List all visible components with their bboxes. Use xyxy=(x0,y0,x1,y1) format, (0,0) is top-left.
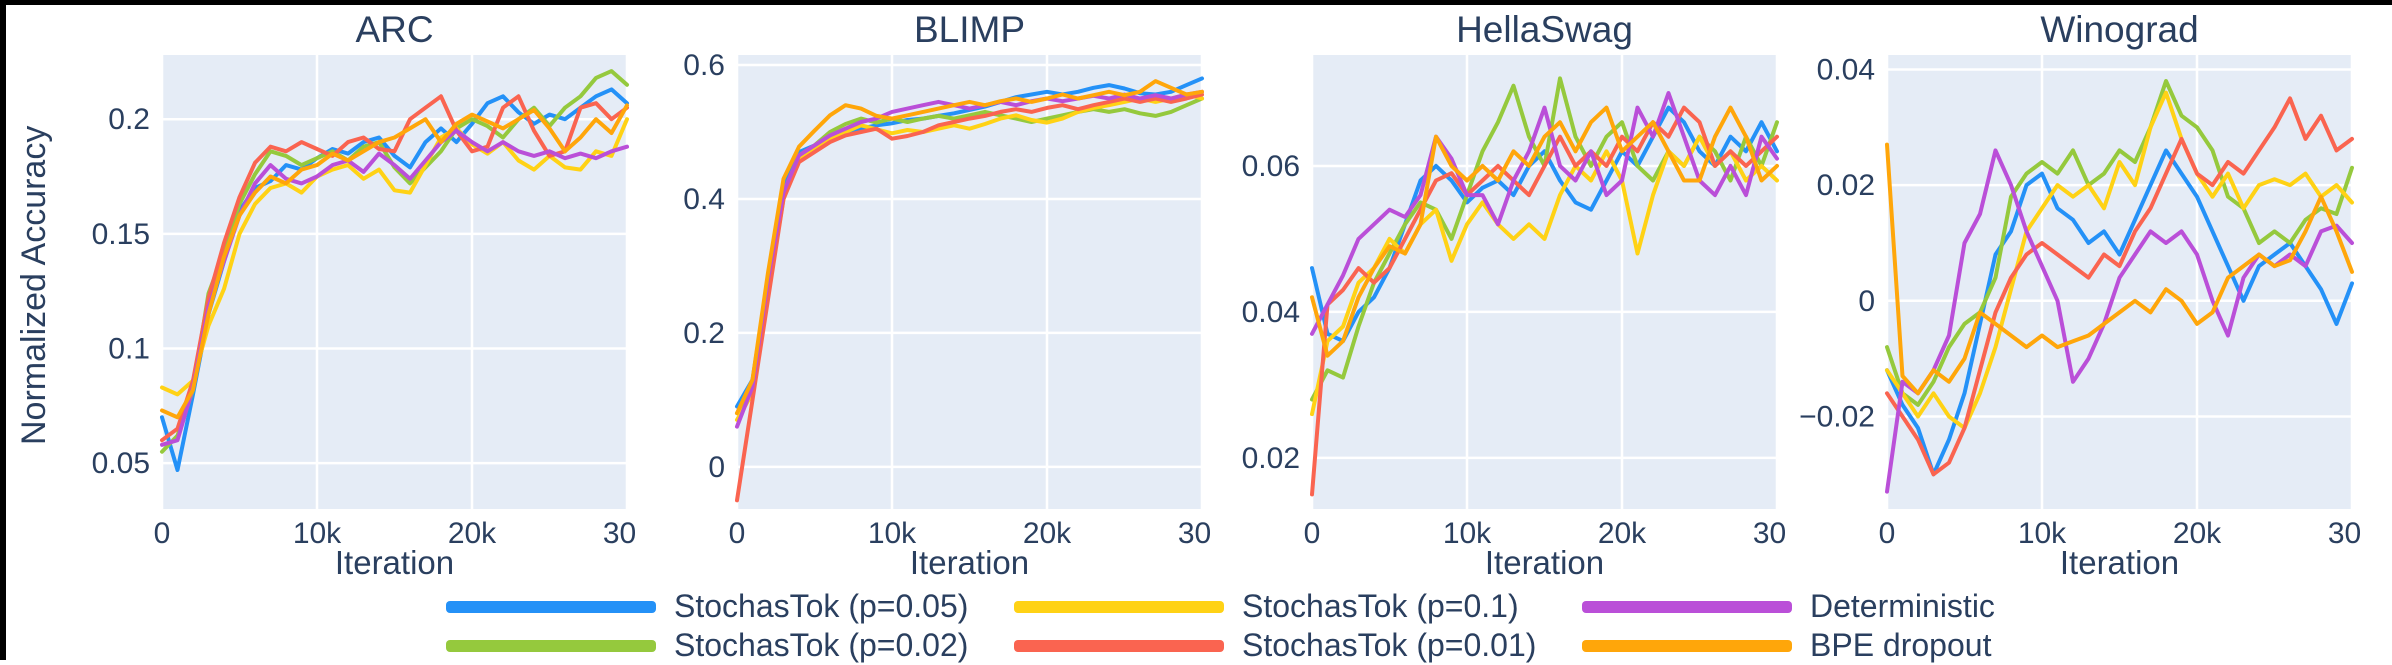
x-axis-label: Iteration xyxy=(1484,544,1605,581)
svg-text:0: 0 xyxy=(729,517,746,547)
svg-text:10k: 10k xyxy=(868,517,917,547)
chart-title: BLIMP xyxy=(913,9,1026,50)
chart-panel-arc: Normalized Accuracy ARC 0 10k 20k 30k 0.05 0.… xyxy=(6,5,637,581)
legend-item: StochasTok (p=0.02) xyxy=(446,627,1014,664)
plot-area: 0 10k 20k 30k 0.02 0.04 0.06 xyxy=(1242,55,1787,547)
svg-text:20k: 20k xyxy=(2173,517,2222,547)
svg-text:30k: 30k xyxy=(2328,517,2362,547)
svg-text:0.2: 0.2 xyxy=(108,103,150,136)
plot-area: 0 10k 20k 30k 0 0.2 0.4 0.6 xyxy=(683,49,1212,547)
y-axis-label: Normalized Accuracy xyxy=(15,125,53,445)
x-axis-label: Iteration xyxy=(909,544,1030,581)
chart-inner: ARC 0 10k 20k 30k 0.05 0.1 0.15 0.2 Iteration xyxy=(62,5,637,581)
legend-item: StochasTok (p=0.05) xyxy=(446,588,1014,625)
svg-text:0.04: 0.04 xyxy=(1817,53,1875,86)
svg-text:20k: 20k xyxy=(1598,517,1647,547)
svg-text:0.15: 0.15 xyxy=(92,218,150,251)
svg-text:0.6: 0.6 xyxy=(683,49,725,82)
svg-text:20k: 20k xyxy=(1023,517,1072,547)
svg-text:0.02: 0.02 xyxy=(1242,442,1300,475)
legend-item: Deterministic xyxy=(1582,588,2150,625)
legend-swatch xyxy=(446,639,656,652)
legend-label: StochasTok (p=0.02) xyxy=(674,627,969,663)
chart-title: Winograd xyxy=(2040,9,2199,50)
chart-panel-hellaswag: HellaSwag 0 10k 20k 30k 0.02 0.04 0.06 Iterati… xyxy=(1212,5,1787,581)
svg-text:0: 0 xyxy=(1858,285,1875,318)
svg-text:0.05: 0.05 xyxy=(92,447,150,480)
chart-inner: Winograd 0 10k 20k 30k −0.02 0 0.02 0.04 Iterat… xyxy=(1787,5,2362,581)
svg-text:30k: 30k xyxy=(603,517,637,547)
legend-swatch xyxy=(1582,600,1792,613)
chart-panel-winograd: Winograd 0 10k 20k 30k −0.02 0 0.02 0.04 Iterat… xyxy=(1787,5,2362,581)
chart-panel-blimp: BLIMP 0 10k 20k 30k 0 0.2 0.4 0.6 Iteration xyxy=(637,5,1212,581)
chart-title: ARC xyxy=(355,9,434,50)
svg-text:0: 0 xyxy=(1304,517,1321,547)
chart-title: HellaSwag xyxy=(1456,9,1633,50)
plot-area: 0 10k 20k 30k −0.02 0 0.02 0.04 xyxy=(1799,53,2362,547)
svg-text:20k: 20k xyxy=(448,517,497,547)
svg-text:30k: 30k xyxy=(1178,517,1212,547)
svg-text:0: 0 xyxy=(1879,517,1896,547)
svg-text:10k: 10k xyxy=(1443,517,1492,547)
legend-swatch xyxy=(1014,600,1224,613)
legend-label: StochasTok (p=0.01) xyxy=(1242,627,1537,663)
chart-inner: HellaSwag 0 10k 20k 30k 0.02 0.04 0.06 Iterati… xyxy=(1212,5,1787,581)
svg-text:0: 0 xyxy=(708,451,725,484)
svg-text:−0.02: −0.02 xyxy=(1799,400,1875,433)
svg-text:0.1: 0.1 xyxy=(108,332,150,365)
legend-label: StochasTok (p=0.1) xyxy=(1242,588,1519,624)
svg-text:0.4: 0.4 xyxy=(683,183,725,216)
legend-item: BPE dropout xyxy=(1582,627,2150,664)
legend-item: StochasTok (p=0.1) xyxy=(1014,588,1582,625)
legend: StochasTok (p=0.05) StochasTok (p=0.1) D… xyxy=(446,587,2392,665)
plot-area: 0 10k 20k 30k 0.05 0.1 0.15 0.2 xyxy=(92,55,637,547)
svg-text:0.06: 0.06 xyxy=(1242,150,1300,183)
legend-label: Deterministic xyxy=(1810,588,1995,624)
legend-item: StochasTok (p=0.01) xyxy=(1014,627,1582,664)
svg-text:0: 0 xyxy=(154,517,171,547)
legend-label: BPE dropout xyxy=(1810,627,1992,663)
svg-text:10k: 10k xyxy=(2018,517,2067,547)
legend-row: StochasTok (p=0.02) StochasTok (p=0.01) … xyxy=(446,626,2392,665)
legend-row: StochasTok (p=0.05) StochasTok (p=0.1) D… xyxy=(446,587,2392,626)
charts-row: Normalized Accuracy ARC 0 10k 20k 30k 0.05 0.… xyxy=(6,5,2392,583)
svg-text:10k: 10k xyxy=(293,517,342,547)
svg-text:0.2: 0.2 xyxy=(683,317,725,350)
svg-text:0.02: 0.02 xyxy=(1817,169,1875,202)
legend-swatch xyxy=(1582,639,1792,652)
x-axis-label: Iteration xyxy=(334,544,455,581)
legend-swatch xyxy=(446,600,656,613)
chart-inner: BLIMP 0 10k 20k 30k 0 0.2 0.4 0.6 Iteration xyxy=(637,5,1212,581)
x-axis-label: Iteration xyxy=(2059,544,2180,581)
legend-label: StochasTok (p=0.05) xyxy=(674,588,969,624)
legend-swatch xyxy=(1014,639,1224,652)
svg-text:0.04: 0.04 xyxy=(1242,296,1300,329)
svg-text:30k: 30k xyxy=(1753,517,1787,547)
